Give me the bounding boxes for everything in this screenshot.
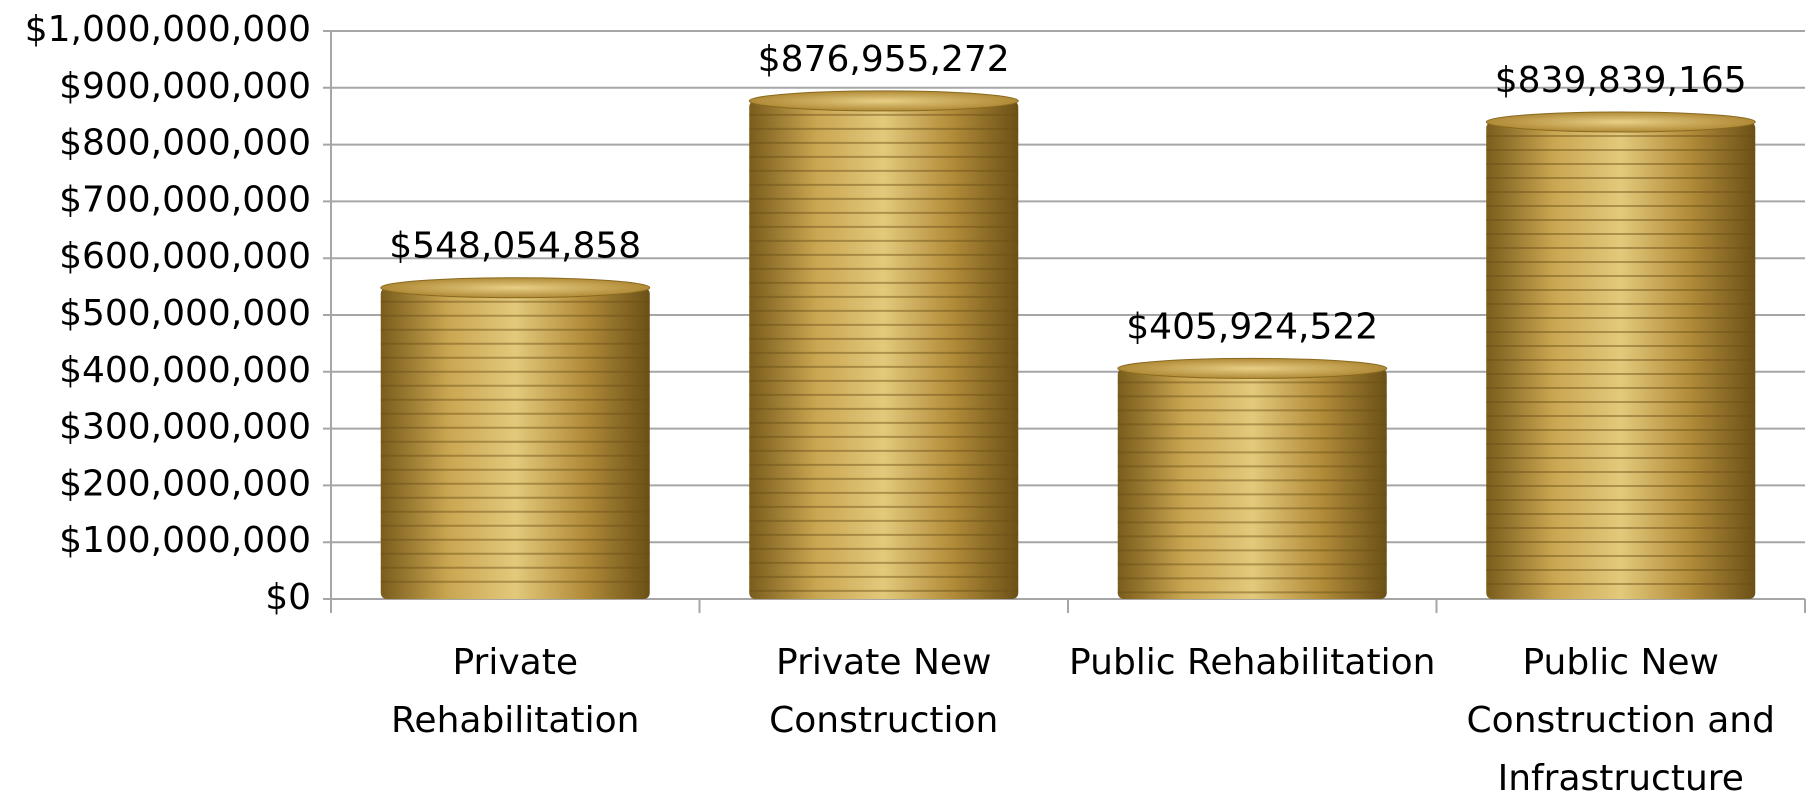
x-tick-label: Public Rehabilitation [1069, 642, 1436, 683]
bar [1486, 121, 1756, 600]
y-tick-label: $700,000,000 [59, 179, 311, 220]
y-tick-label: $100,000,000 [59, 520, 311, 561]
y-tick-label: $500,000,000 [59, 293, 311, 334]
y-tick-label: $0 [265, 577, 311, 618]
coin-stack [380, 277, 651, 599]
coin-top [1485, 111, 1756, 133]
y-tick-label: $800,000,000 [59, 123, 311, 164]
bar [1117, 368, 1387, 599]
y-tick-label: $400,000,000 [59, 350, 311, 391]
coin-stack [1485, 111, 1756, 600]
y-tick-label: $600,000,000 [59, 236, 311, 277]
value-label: $839,839,165 [1495, 60, 1747, 101]
y-tick-label: $300,000,000 [59, 407, 311, 448]
coin-stack [748, 90, 1019, 599]
coin-stack [1117, 357, 1388, 599]
y-tick-label: $200,000,000 [59, 463, 311, 504]
value-label: $876,955,272 [758, 39, 1010, 80]
x-tick-label: Public New Construction and Infrastructu… [1466, 642, 1775, 797]
bar [749, 100, 1019, 599]
x-tick-label: Private Rehabilitation [391, 642, 640, 741]
y-tick-label: $1,000,000,000 [25, 9, 311, 50]
value-label: $405,924,522 [1126, 306, 1378, 347]
value-label: $548,054,858 [389, 226, 641, 267]
coin-top [1117, 357, 1388, 379]
x-tick-label: Private New Construction [769, 642, 999, 741]
coin-top [380, 277, 651, 299]
bar [380, 287, 650, 599]
coin-top [748, 90, 1019, 112]
y-tick-label: $900,000,000 [59, 66, 311, 107]
